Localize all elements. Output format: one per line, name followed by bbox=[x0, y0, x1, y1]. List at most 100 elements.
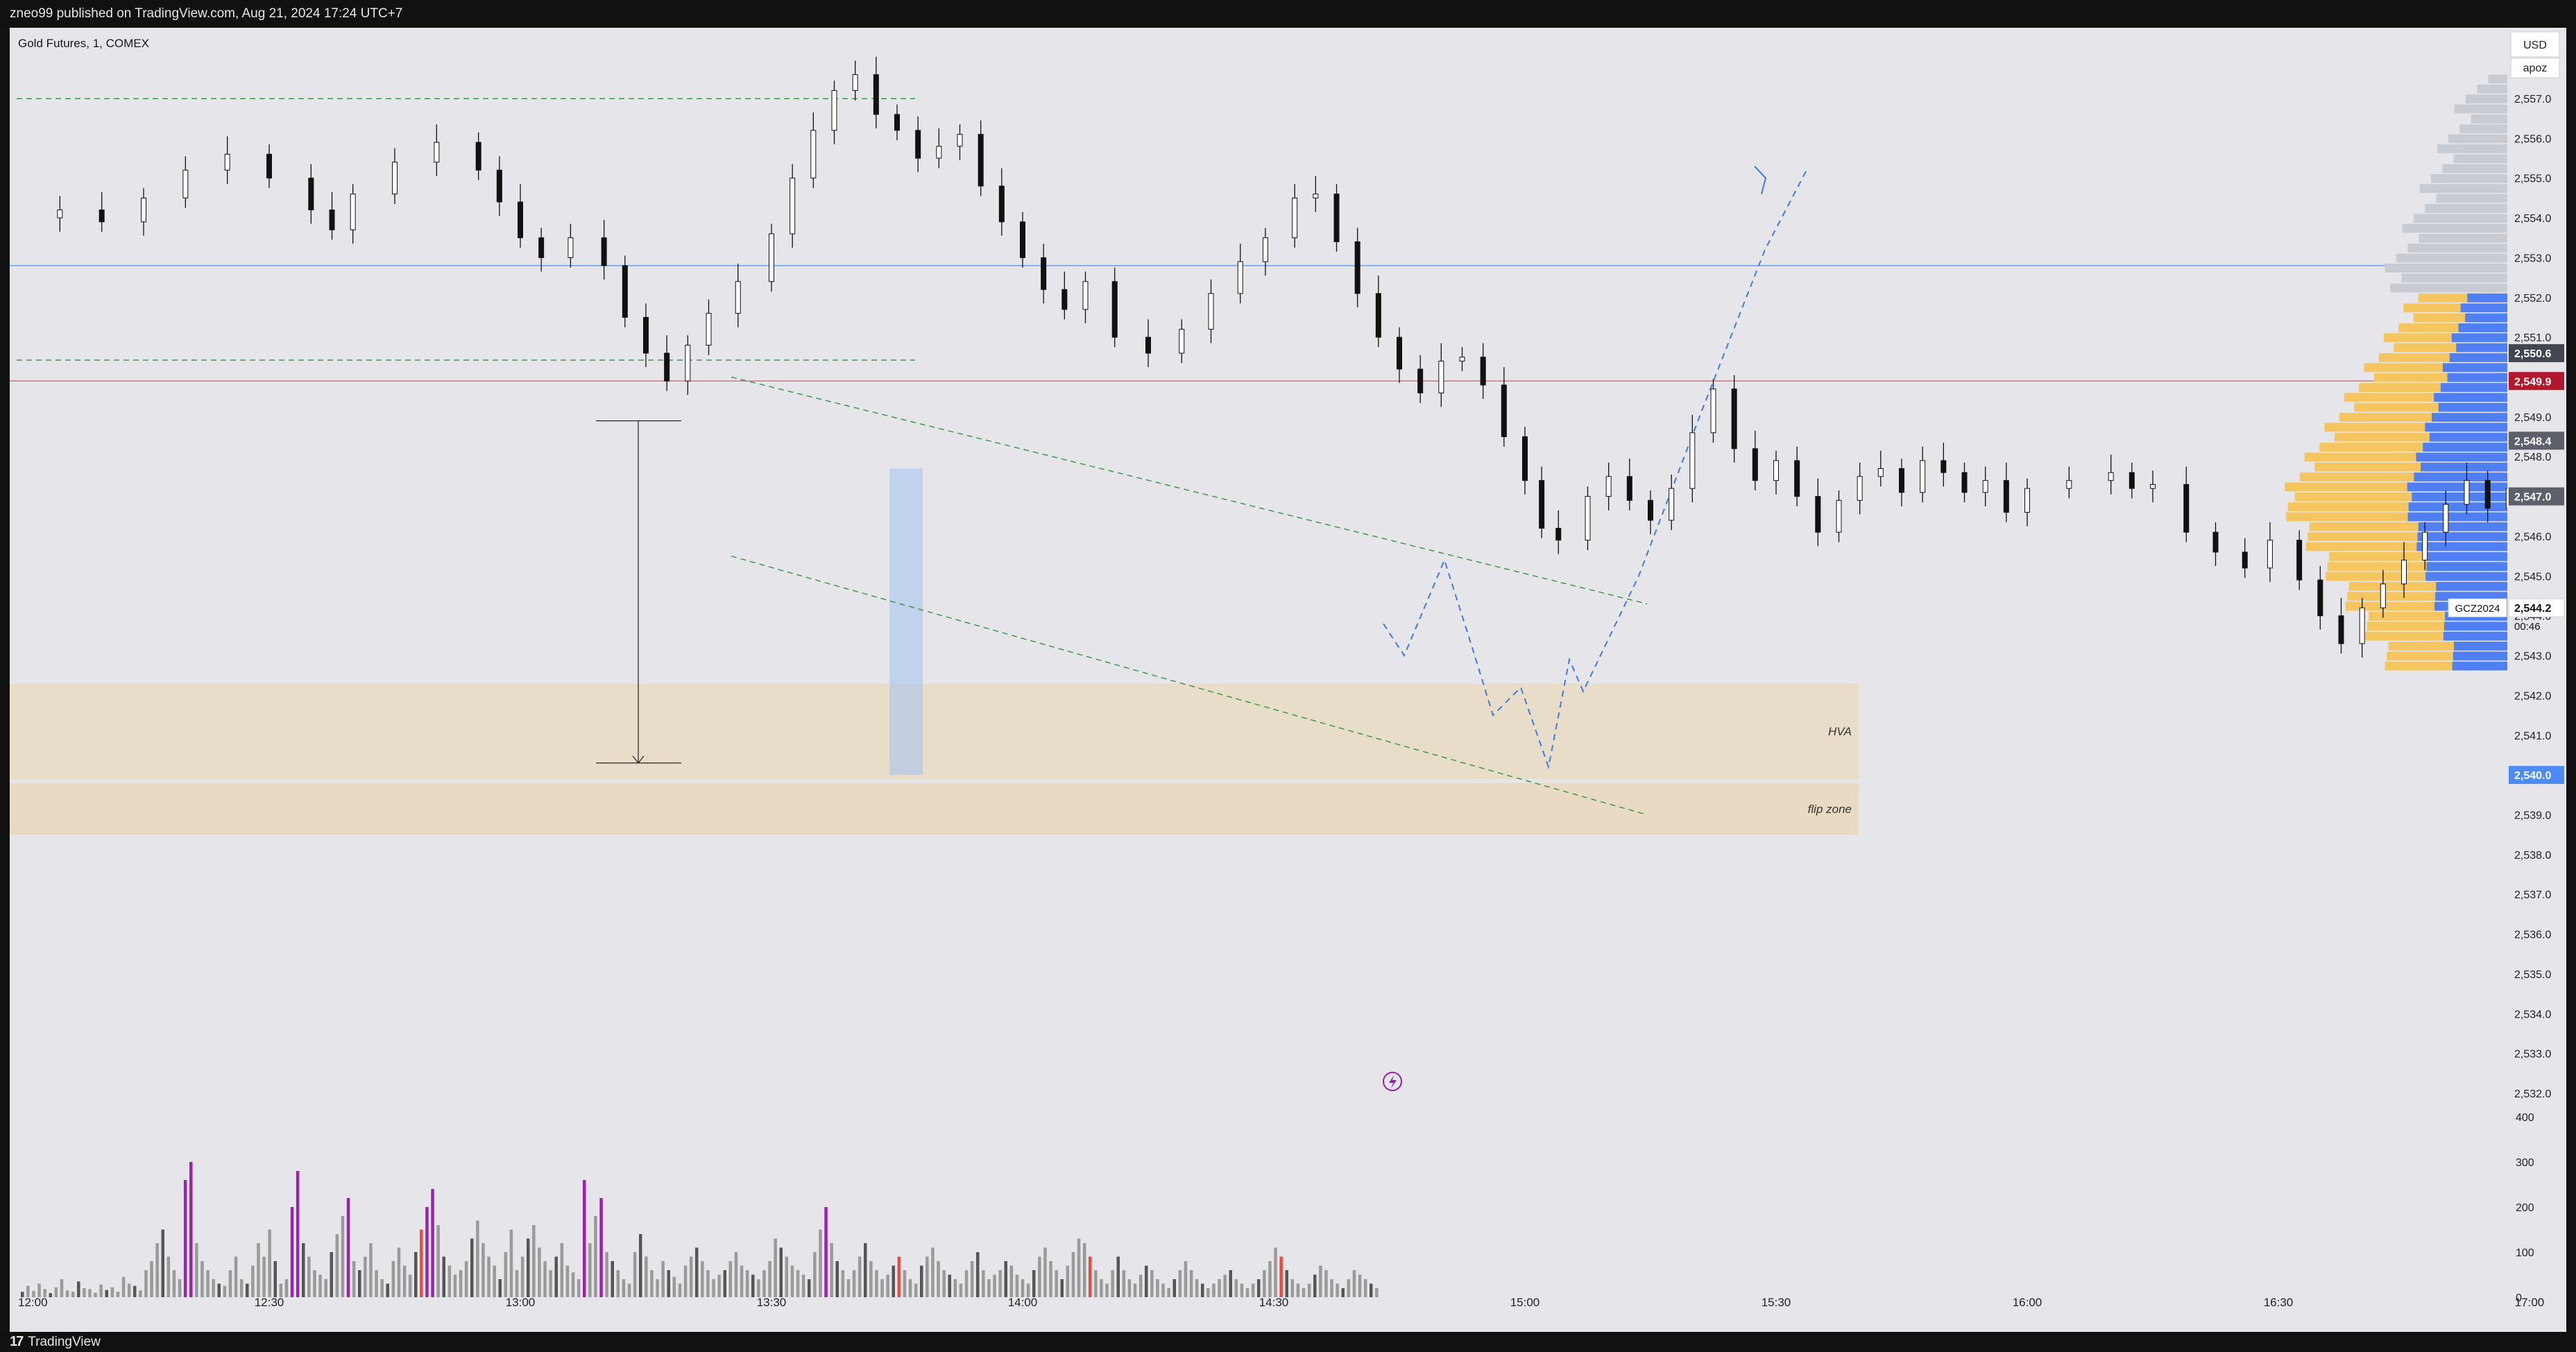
y-tick-label: 2,533.0 bbox=[2514, 1049, 2551, 1061]
volume-bar bbox=[852, 1270, 856, 1297]
candle-body bbox=[978, 134, 984, 187]
vp-row bbox=[2429, 432, 2507, 442]
volume-bar bbox=[453, 1274, 457, 1297]
volume-bar bbox=[543, 1261, 547, 1297]
volume-bar bbox=[189, 1162, 193, 1297]
volume-bar bbox=[846, 1279, 851, 1297]
vp-row bbox=[2407, 243, 2507, 253]
price-label-text: 2,540.0 bbox=[2514, 770, 2551, 782]
vp-row bbox=[2344, 393, 2434, 402]
volume-bar bbox=[391, 1261, 395, 1297]
vp-row bbox=[2416, 542, 2507, 551]
volume-bar bbox=[397, 1247, 401, 1297]
volume-bar bbox=[217, 1283, 221, 1297]
candle-body bbox=[790, 178, 796, 234]
volume-bar bbox=[1138, 1274, 1143, 1297]
volume-bar bbox=[1055, 1270, 1058, 1297]
volume-bar bbox=[728, 1261, 733, 1297]
candle-body bbox=[873, 74, 879, 115]
volume-bar bbox=[864, 1243, 867, 1297]
tradingview-logo[interactable]: 17 TradingView bbox=[10, 1332, 101, 1352]
candle-body bbox=[1237, 261, 1243, 294]
volume-bar bbox=[1116, 1256, 1120, 1297]
x-tick-label: 14:00 bbox=[1008, 1296, 1038, 1309]
chart-svg[interactable]: HVA flip zone USD apoz 2,557.0 2,556.0 2,555.… bbox=[10, 28, 2566, 1332]
vp-row bbox=[2305, 542, 2417, 551]
y-tick-label: 2,549.0 bbox=[2514, 412, 2551, 424]
volume-bar bbox=[1184, 1261, 1188, 1297]
volume-bar bbox=[1156, 1279, 1159, 1297]
vp-row bbox=[2453, 651, 2507, 661]
volume-bar bbox=[201, 1261, 204, 1297]
volume-bar bbox=[645, 1256, 648, 1297]
volume-bar bbox=[571, 1272, 575, 1297]
volume-bar bbox=[931, 1247, 935, 1297]
vp-row bbox=[2436, 194, 2507, 203]
volume-bar bbox=[341, 1216, 345, 1297]
volume-bar bbox=[1150, 1270, 1154, 1297]
volume-bar bbox=[161, 1229, 164, 1297]
price-axis-bg bbox=[2507, 28, 2566, 1318]
volume-bar bbox=[920, 1265, 923, 1297]
volume-bar bbox=[1268, 1261, 1272, 1297]
vp-row bbox=[2458, 323, 2507, 332]
vp-row bbox=[2287, 502, 2409, 512]
volume-bar bbox=[302, 1243, 305, 1297]
volume-bar bbox=[88, 1289, 92, 1297]
volume-bar bbox=[1009, 1265, 1014, 1297]
vp-row bbox=[2308, 532, 2418, 542]
candle-body bbox=[2267, 540, 2273, 569]
vp-row bbox=[2452, 661, 2507, 671]
candle-body bbox=[998, 185, 1005, 223]
y-tick-label: 2,546.0 bbox=[2514, 531, 2551, 543]
candle-body bbox=[1292, 197, 1298, 239]
vp-row bbox=[2451, 333, 2507, 343]
volume-profile-layer bbox=[2285, 74, 2507, 671]
candle-body bbox=[894, 114, 900, 131]
volume-bar bbox=[420, 1229, 423, 1297]
candle-body bbox=[810, 130, 817, 179]
tv-logo-icon: 17 bbox=[10, 1334, 24, 1349]
volume-bar bbox=[279, 1283, 283, 1297]
currency-label: USD bbox=[2523, 40, 2547, 51]
drawings-layer bbox=[17, 98, 1807, 816]
vp-row bbox=[2434, 393, 2507, 402]
volume-bar bbox=[481, 1243, 485, 1297]
price-label-text: 2,550.6 bbox=[2514, 348, 2551, 360]
volume-bar bbox=[527, 1238, 530, 1297]
price-label-bg bbox=[2509, 766, 2564, 785]
volume-bar bbox=[808, 1279, 811, 1297]
chart-area[interactable]: HVA flip zone USD apoz 2,557.0 2,556.0 2,555.… bbox=[10, 28, 2566, 1332]
volume-bar bbox=[1145, 1265, 1148, 1297]
volume-bar bbox=[774, 1238, 777, 1297]
vp-row bbox=[2437, 144, 2507, 153]
vp-row bbox=[2416, 452, 2507, 462]
volume-bar bbox=[346, 1198, 350, 1297]
volume-bar bbox=[447, 1265, 452, 1297]
candle-body bbox=[1262, 237, 1268, 262]
candle-body bbox=[2212, 531, 2219, 553]
volume-bar bbox=[1352, 1270, 1356, 1297]
volume-bar bbox=[43, 1289, 46, 1297]
vp-row bbox=[2460, 303, 2507, 313]
volume-bar bbox=[1206, 1288, 1210, 1297]
volume-bar bbox=[313, 1270, 316, 1297]
volume-bar bbox=[172, 1270, 176, 1297]
channel-top bbox=[731, 376, 1648, 605]
candle-body bbox=[182, 169, 189, 198]
published-text: zneo99 published on TradingView.com, Aug… bbox=[10, 6, 403, 21]
vp-row bbox=[2324, 422, 2425, 432]
volume-bar bbox=[246, 1283, 249, 1297]
volume-bar bbox=[785, 1256, 789, 1297]
y-tick-label: 2,557.0 bbox=[2514, 94, 2551, 105]
vp-row bbox=[2304, 452, 2416, 462]
currency-box bbox=[2510, 31, 2560, 58]
volume-bar bbox=[1189, 1270, 1193, 1297]
vp-row bbox=[2398, 323, 2459, 332]
candle-body bbox=[1585, 496, 1591, 541]
volume-bar bbox=[318, 1274, 322, 1297]
volume-bar bbox=[1375, 1288, 1379, 1297]
volume-bar bbox=[183, 1180, 187, 1297]
candle-body bbox=[1961, 472, 1968, 493]
vp-row bbox=[2285, 482, 2407, 492]
